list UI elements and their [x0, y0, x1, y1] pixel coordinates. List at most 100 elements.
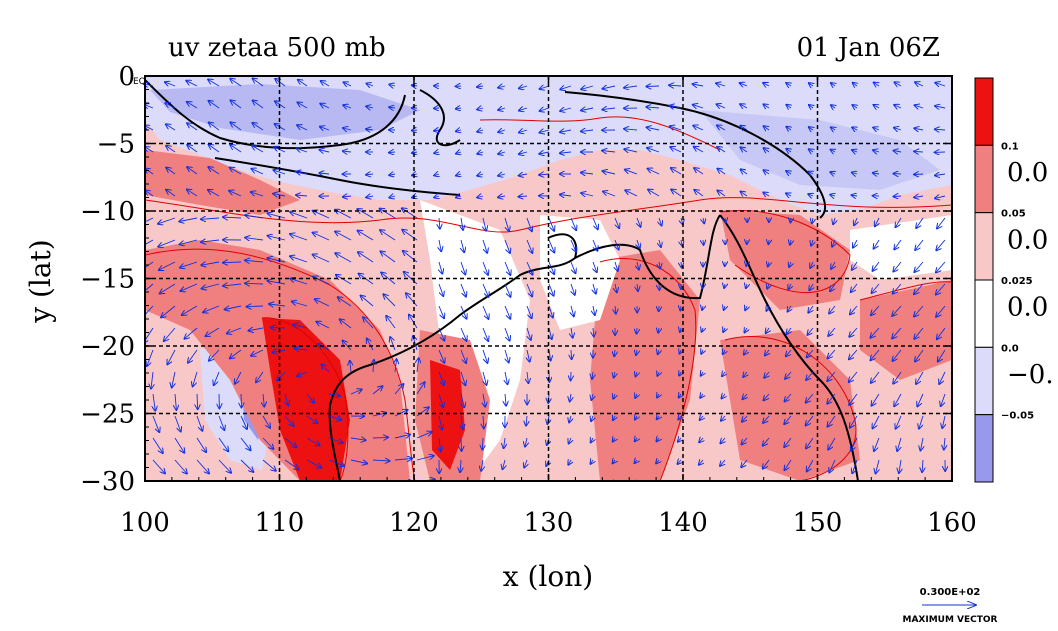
wind-vector — [871, 371, 880, 383]
wind-vector — [767, 284, 769, 289]
wind-vector — [350, 390, 362, 395]
wind-vector — [659, 217, 662, 226]
wind-vector — [293, 325, 308, 328]
wind-vector — [329, 482, 346, 489]
colorbar-label: 0.05 — [1001, 209, 1026, 220]
wind-vector — [404, 272, 418, 285]
wind-vector — [363, 317, 374, 329]
wind-vector — [548, 239, 554, 252]
wind-vector — [498, 196, 506, 197]
wind-vector — [438, 393, 443, 407]
wind-vector — [671, 168, 682, 175]
wind-vector — [252, 123, 264, 131]
wind-vector — [647, 127, 660, 130]
wind-vector — [434, 152, 439, 153]
wind-vector — [389, 152, 396, 153]
wind-vector — [439, 239, 441, 251]
wind-vector — [460, 261, 465, 274]
wind-vector — [223, 262, 242, 263]
wind-vector — [296, 172, 308, 174]
x-tick-label: 130 — [524, 508, 574, 538]
wind-vector — [852, 127, 857, 130]
wind-vector — [482, 261, 488, 275]
wind-vector — [635, 394, 637, 398]
wind-vector — [381, 273, 396, 285]
wind-vector — [935, 174, 946, 176]
wind-vector — [526, 415, 527, 426]
wind-vector — [390, 337, 396, 351]
wind-vector — [526, 217, 532, 231]
wind-vector — [785, 459, 792, 470]
wind-vector — [716, 83, 726, 86]
wind-vector — [328, 437, 343, 443]
wind-vector — [527, 349, 530, 362]
wind-vector — [791, 218, 792, 222]
wind-vector — [852, 173, 857, 175]
wind-vector — [482, 239, 487, 253]
wind-vector — [936, 261, 946, 272]
y-tick-label: −5 — [97, 130, 135, 160]
wind-vector — [637, 261, 639, 270]
wind-vector — [252, 146, 264, 153]
wind-vector — [394, 435, 410, 439]
wind-vector — [877, 482, 879, 495]
wind-vector — [297, 125, 308, 131]
wind-vector — [637, 239, 640, 248]
wind-vector — [717, 125, 726, 130]
wind-vector — [850, 305, 858, 314]
wind-vector — [409, 315, 418, 329]
wind-vector — [203, 305, 220, 312]
wind-vector — [328, 416, 341, 420]
wind-vector — [914, 151, 924, 152]
wind-vector — [268, 281, 286, 284]
wind-vector — [483, 393, 485, 407]
wind-vectors — [145, 79, 947, 495]
wind-vector — [504, 239, 510, 253]
wind-vector — [161, 305, 176, 317]
wind-vector — [678, 416, 681, 420]
wind-vector — [480, 482, 483, 492]
wind-vector — [740, 83, 748, 86]
wind-vector — [935, 196, 946, 198]
wind-vector — [284, 437, 297, 447]
wind-vector — [919, 415, 924, 429]
wind-vector — [389, 85, 396, 87]
wind-vector — [892, 305, 902, 316]
wind-vector — [416, 407, 429, 417]
wind-vector — [809, 83, 813, 86]
wind-vector — [519, 174, 528, 176]
wind-vector — [230, 79, 242, 87]
wind-vector — [581, 86, 594, 89]
wind-vector — [591, 393, 593, 400]
wind-vector — [320, 150, 330, 152]
wind-vector — [717, 147, 726, 153]
wind-vector — [722, 394, 726, 398]
wind-vector — [570, 217, 576, 230]
wind-vector — [416, 456, 434, 461]
wind-vector — [412, 130, 417, 131]
wind-vector — [936, 305, 946, 317]
wind-vector — [145, 305, 154, 319]
wind-vector — [720, 438, 725, 443]
wind-vector — [679, 394, 681, 398]
wind-vector — [328, 459, 344, 466]
wind-vector — [787, 327, 791, 334]
wind-vector — [219, 482, 233, 494]
x-tick-label: 120 — [389, 508, 439, 538]
wind-vector — [874, 105, 880, 108]
shaded-regions — [145, 76, 952, 481]
wind-vector — [285, 393, 288, 405]
wind-vector — [658, 328, 659, 333]
wind-vector — [646, 86, 660, 87]
wind-vector — [625, 190, 638, 197]
wind-vector — [702, 306, 703, 310]
wind-vector — [876, 459, 880, 473]
wind-vector — [386, 316, 396, 329]
wind-vector — [636, 372, 638, 376]
wind-vector — [505, 393, 506, 406]
wind-vector — [624, 149, 638, 152]
wind-vector — [741, 169, 748, 174]
wind-vector — [831, 83, 835, 86]
wind-vector — [809, 127, 813, 130]
wind-vector — [196, 437, 206, 452]
